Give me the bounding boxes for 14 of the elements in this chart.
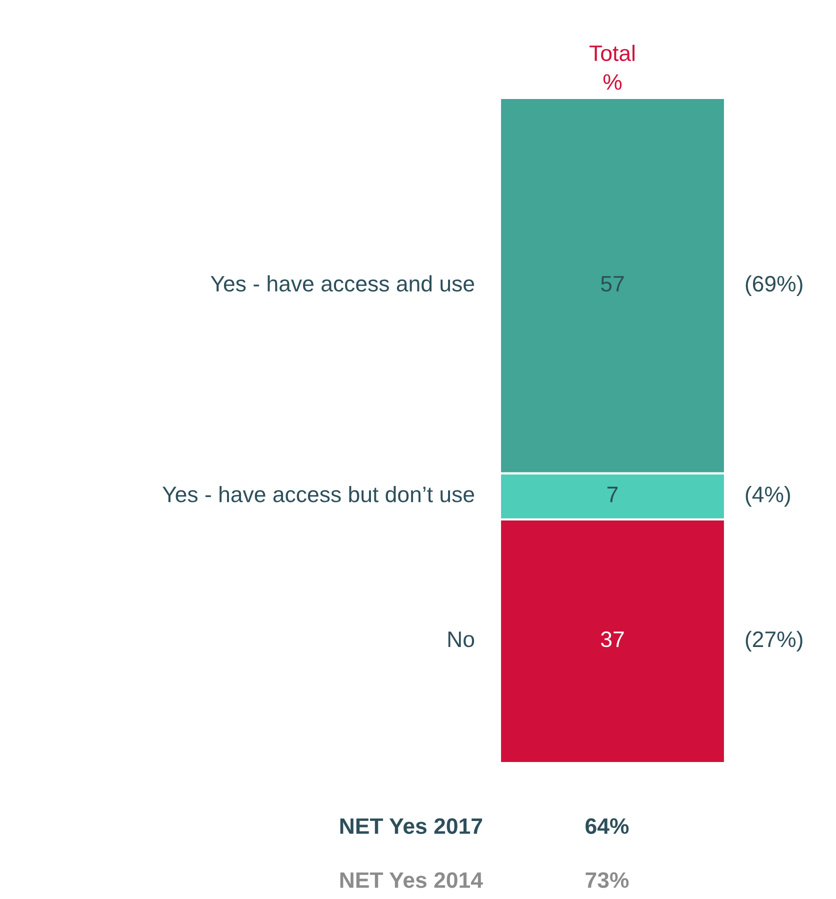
series-label: No (448, 632, 474, 648)
chart-title: Total % (590, 44, 634, 90)
text: (4%) (746, 486, 790, 507)
text: (27%) (746, 630, 802, 652)
series-label: Yes - have access and use (210, 275, 474, 292)
text: 73% (586, 872, 629, 888)
text: 64% (586, 818, 629, 834)
text: NET Yes 2014 (340, 872, 483, 888)
series-label: Yes - have access but don’t use (162, 486, 474, 502)
text: (69%) (746, 275, 802, 296)
data-label: 57 (601, 276, 624, 292)
text: NET Yes 2017 (340, 818, 482, 834)
data-label: 37 (600, 631, 624, 648)
data-label: 7 (607, 486, 618, 502)
